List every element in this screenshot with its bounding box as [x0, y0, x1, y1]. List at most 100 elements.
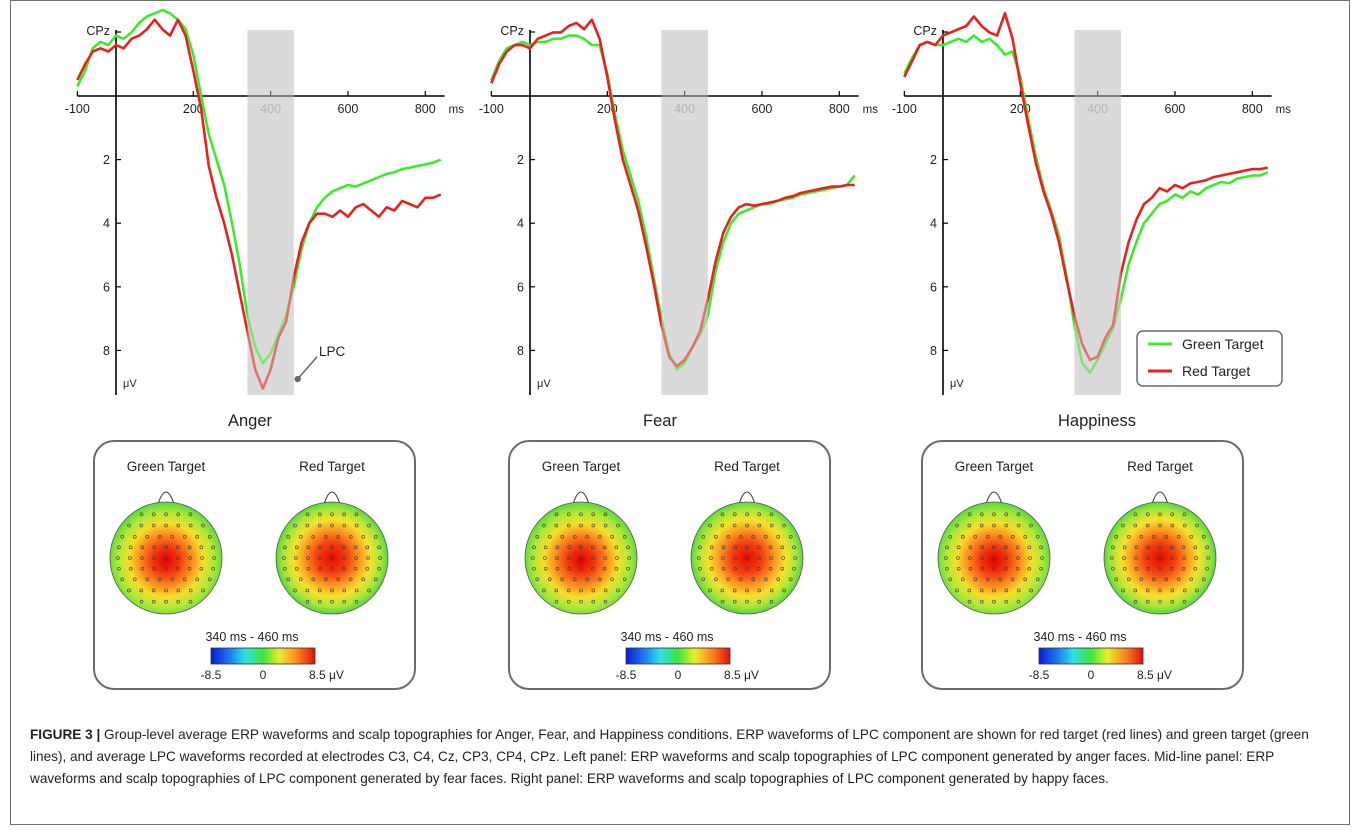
- electrode-marker: [590, 545, 595, 550]
- electrode-marker: [176, 588, 181, 593]
- electrode-marker: [188, 588, 193, 593]
- electrode-marker: [720, 512, 725, 517]
- x-tick-label: 600: [1165, 102, 1186, 116]
- electrode-marker: [955, 588, 959, 593]
- electrode-marker: [330, 512, 334, 517]
- electrode-marker: [788, 577, 793, 582]
- electrode-marker: [187, 545, 192, 550]
- electrode-marker: [555, 566, 560, 571]
- scalp-map: [109, 501, 223, 615]
- electrode-marker: [353, 545, 358, 550]
- electrode-marker: [733, 566, 738, 571]
- electrode-marker: [164, 545, 168, 550]
- y-tick-label: 6: [517, 280, 524, 294]
- electrode-marker: [336, 534, 341, 539]
- electrode-marker: [769, 512, 774, 517]
- electrode-marker: [1121, 588, 1125, 593]
- electrode-marker: [354, 512, 359, 517]
- electrode-marker: [992, 599, 996, 604]
- x-tick-label: -100: [479, 102, 504, 116]
- time-window-overlay: [661, 30, 708, 395]
- electrode-marker: [330, 599, 334, 604]
- electrode-marker: [1010, 577, 1015, 582]
- scalp-map: [937, 501, 1051, 615]
- electrode-marker: [1158, 588, 1162, 593]
- topo-label: Green Target: [955, 459, 1034, 474]
- electrode-marker: [365, 545, 370, 550]
- electrode-marker: [293, 588, 297, 593]
- electrode-marker: [733, 556, 737, 560]
- electrode-marker: [967, 588, 972, 593]
- electrode-marker: [1003, 566, 1008, 571]
- electrode-marker: [721, 566, 726, 571]
- x-tick-label: 800: [415, 102, 436, 116]
- electrode-marker: [1182, 588, 1187, 593]
- electrode-marker: [330, 556, 334, 560]
- electrode-marker: [721, 545, 726, 550]
- electrode-marker: [1027, 545, 1032, 550]
- electrode-marker: [1134, 556, 1138, 560]
- electrode-marker: [1122, 566, 1127, 571]
- electrode-marker: [1015, 566, 1020, 571]
- electrode-marker: [610, 534, 615, 539]
- x-tick-label: 400: [674, 102, 695, 116]
- electrode-marker: [342, 588, 347, 593]
- electrode-marker: [547, 577, 552, 582]
- electrode-marker: [960, 577, 965, 582]
- color-scale-tick: 0: [1088, 668, 1095, 682]
- electrode-marker: [1182, 556, 1186, 560]
- electrode-marker: [1016, 556, 1020, 560]
- electrode-marker: [207, 577, 212, 582]
- electrode-marker: [1145, 588, 1150, 593]
- electrode-marker: [782, 588, 786, 593]
- electrode-marker: [176, 599, 181, 604]
- electrode-marker: [1035, 534, 1040, 539]
- electrode-marker: [1134, 566, 1139, 571]
- electrode-marker: [152, 545, 157, 550]
- electrode-marker: [1139, 534, 1144, 539]
- electrode-marker: [128, 556, 132, 560]
- electrode-marker: [554, 599, 559, 604]
- electrode-marker: [944, 556, 948, 560]
- electrode-marker: [602, 545, 607, 550]
- y-tick-label: 8: [103, 344, 110, 358]
- legend-green-label: Green Target: [1182, 336, 1264, 352]
- electrode-marker: [745, 566, 749, 571]
- series-line-green-target: [76, 8, 442, 365]
- electrode-marker: [579, 556, 583, 560]
- electrode-marker: [283, 545, 287, 550]
- electrode-marker: [1004, 556, 1008, 560]
- color-scale-tick: -8.5: [616, 668, 637, 682]
- electrode-marker: [579, 512, 583, 517]
- electrode-marker: [330, 523, 334, 528]
- electrode-marker: [782, 523, 786, 528]
- electrode-marker: [1182, 599, 1187, 604]
- color-scale-bar: [625, 647, 731, 665]
- electrode-marker: [708, 523, 712, 528]
- electrode-marker: [597, 534, 602, 539]
- electrode-marker: [305, 512, 310, 517]
- scalp-map: [275, 501, 389, 615]
- electrode-marker: [354, 599, 359, 604]
- electrode-marker: [726, 534, 731, 539]
- electrode-marker: [560, 577, 565, 582]
- electrode-marker: [713, 577, 718, 582]
- electrode-marker: [1158, 556, 1162, 560]
- topo-label: Red Target: [1127, 459, 1193, 474]
- electrode-marker: [195, 534, 200, 539]
- electrode-marker: [1121, 523, 1125, 528]
- electrode-marker: [175, 566, 180, 571]
- x-tick-label: 600: [752, 102, 773, 116]
- electrode-marker: [780, 545, 785, 550]
- electrode-marker: [555, 556, 559, 560]
- color-scale-tick: 0: [675, 668, 682, 682]
- electrode-marker: [602, 566, 607, 571]
- electrode-marker: [781, 556, 785, 560]
- electrode-marker: [1133, 523, 1138, 528]
- electrode-marker: [566, 599, 571, 604]
- time-window-label: 340 ms - 460 ms: [620, 630, 713, 644]
- color-scale-tick: 8.5 μV: [309, 668, 344, 682]
- electrode-marker: [745, 523, 749, 528]
- electrode-marker: [151, 523, 156, 528]
